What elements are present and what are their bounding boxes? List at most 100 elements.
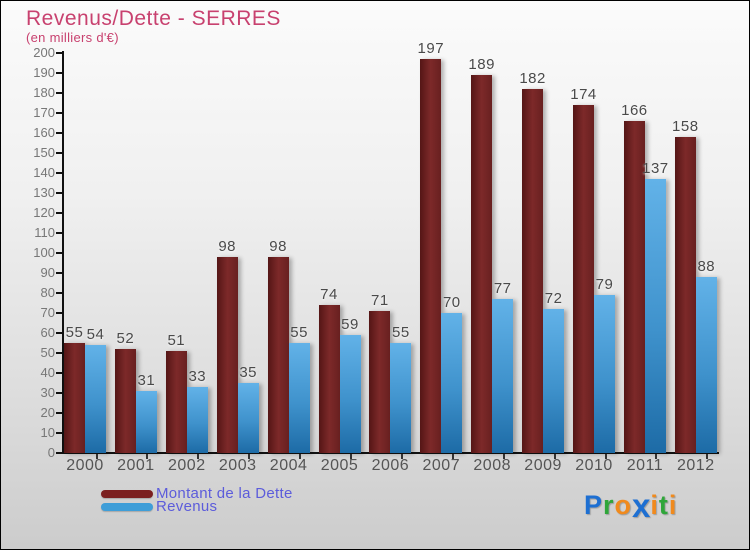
y-tick-label-50: 50 (40, 345, 55, 360)
x-tick-2000 (95, 454, 98, 459)
y-tick-170 (56, 112, 62, 114)
bar-value-dette-2011: 166 (621, 102, 648, 119)
y-tick-label-170: 170 (33, 105, 55, 120)
x-tick-2007 (451, 454, 454, 459)
bar-value-revenus-2000: 54 (86, 326, 105, 343)
x-tick-label-2011: 2011 (626, 457, 664, 474)
y-tick-140 (56, 172, 62, 174)
proxiti-logo-letter-5: t (658, 490, 669, 520)
x-tick-label-2000: 2000 (66, 457, 104, 474)
chart-title: Revenus/Dette - SERRES (26, 7, 281, 30)
x-tick-2009 (553, 454, 556, 459)
x-tick-label-2010: 2010 (575, 457, 613, 474)
bar-dette-2003 (216, 257, 238, 453)
legend-label-dette: Montant de la Dette (156, 485, 293, 502)
y-tick-20 (56, 412, 62, 414)
x-tick-label-2004: 2004 (269, 457, 308, 474)
y-tick-110 (56, 232, 62, 234)
bar-revenus-2006 (390, 343, 412, 453)
bar-value-dette-2005: 74 (320, 286, 338, 303)
bar-value-revenus-2006: 55 (392, 324, 410, 341)
bar-revenus-2009 (543, 309, 565, 453)
legend: Montant de la Dette Revenus (101, 485, 293, 514)
y-tick-label-150: 150 (33, 145, 55, 160)
y-tick-160 (56, 132, 62, 134)
bar-revenus-2010 (594, 295, 615, 453)
bar-dette-2007 (420, 59, 442, 453)
proxiti-logo-letter-2: o (614, 490, 633, 520)
y-tick-120 (56, 212, 62, 214)
bar-value-dette-2006: 71 (371, 292, 389, 309)
x-tick-2003 (248, 454, 251, 459)
y-tick-label-0: 0 (47, 445, 55, 460)
y-tick-label-200: 200 (33, 45, 55, 60)
x-tick-2008 (502, 454, 505, 459)
legend-row-revenus: Revenus (101, 499, 293, 514)
y-tick-100 (56, 252, 62, 254)
y-tick-label-30: 30 (40, 385, 55, 400)
x-tick-2001 (146, 454, 149, 459)
y-tick-180 (56, 92, 62, 94)
bar-revenus-2005 (339, 335, 361, 453)
bar-value-revenus-2012: 88 (697, 258, 716, 275)
x-tick-label-2009: 2009 (524, 457, 562, 474)
x-tick-label-2006: 2006 (371, 457, 410, 474)
y-tick-label-190: 190 (33, 65, 55, 80)
bar-revenus-2004 (288, 343, 310, 453)
legend-swatch-revenus (101, 502, 153, 511)
bar-revenus-2003 (237, 383, 259, 453)
bar-dette-2002 (165, 351, 187, 453)
y-tick-10 (56, 432, 62, 434)
proxiti-logo-letter-1: r (603, 490, 615, 520)
bar-value-revenus-2005: 59 (341, 316, 359, 333)
y-tick-70 (56, 312, 62, 314)
y-tick-label-110: 110 (34, 225, 55, 240)
bar-value-dette-2007: 197 (417, 40, 445, 57)
bar-value-dette-2003: 98 (218, 238, 237, 255)
bar-dette-2011 (623, 121, 645, 453)
x-tick-2006 (400, 454, 403, 459)
y-tick-label-70: 70 (40, 305, 55, 320)
y-tick-40 (56, 372, 62, 374)
bar-value-revenus-2010: 79 (595, 276, 614, 293)
y-tick-label-90: 90 (40, 265, 55, 280)
y-tick-label-160: 160 (33, 125, 55, 140)
bar-dette-2009 (522, 89, 544, 453)
bar-value-revenus-2008: 77 (493, 280, 512, 297)
x-tick-2002 (197, 454, 200, 459)
y-tick-0 (56, 452, 62, 454)
y-tick-label-120: 120 (33, 205, 55, 220)
y-tick-150 (56, 152, 62, 154)
y-tick-label-180: 180 (33, 85, 55, 100)
bar-revenus-2008 (492, 299, 514, 453)
proxiti-logo-letter-6: i (668, 490, 678, 520)
y-tick-label-130: 130 (33, 185, 55, 200)
y-tick-label-80: 80 (40, 285, 55, 300)
y-tick-90 (56, 272, 62, 274)
y-tick-60 (56, 332, 62, 334)
y-tick-80 (56, 292, 62, 294)
x-tick-2012 (706, 454, 709, 459)
y-tick-130 (56, 192, 62, 194)
bar-value-revenus-2002: 33 (188, 368, 207, 385)
bar-value-revenus-2003: 35 (239, 364, 258, 381)
y-tick-label-10: 10 (40, 425, 55, 440)
chart-subtitle: (en milliers d'€) (26, 30, 119, 45)
legend-row-dette: Montant de la Dette (101, 485, 293, 502)
bar-revenus-2011 (644, 179, 666, 453)
y-tick-label-140: 140 (33, 165, 55, 180)
proxiti-logo-letter-4: i (650, 490, 659, 520)
y-tick-50 (56, 352, 62, 354)
y-tick-label-20: 20 (40, 405, 55, 420)
x-tick-label-2005: 2005 (320, 457, 359, 474)
bar-dette-2000 (64, 343, 85, 453)
x-axis-line (62, 452, 719, 454)
legend-swatch-dette (101, 489, 153, 498)
bar-dette-2012 (674, 137, 696, 453)
proxiti-logo-letter-3: x (632, 487, 651, 524)
bar-revenus-2001 (135, 391, 157, 453)
proxiti-logo-letter-0: P (584, 490, 604, 520)
bar-revenus-2007 (441, 313, 463, 453)
bar-dette-2010 (573, 105, 594, 453)
